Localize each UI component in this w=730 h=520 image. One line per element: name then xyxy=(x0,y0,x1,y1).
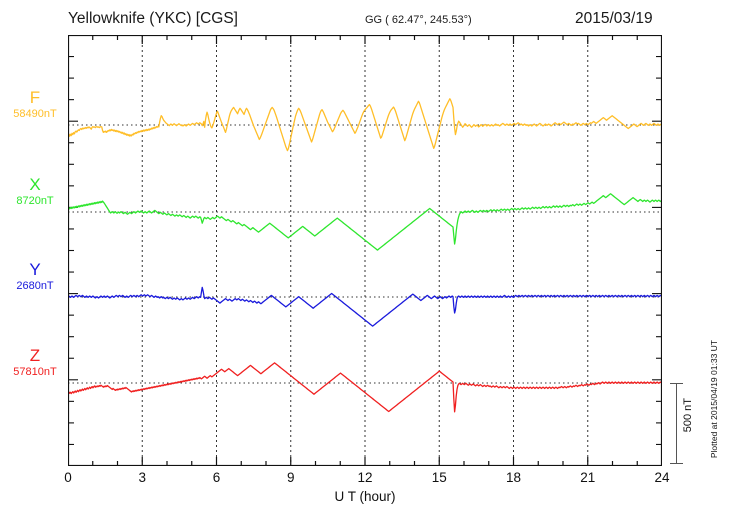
x-tick-label: 18 xyxy=(505,470,522,485)
component-baseline-value: 57810nT xyxy=(13,366,57,378)
trace-z xyxy=(68,362,662,413)
component-baseline-value: 58490nT xyxy=(13,108,57,120)
trace-x xyxy=(68,193,662,251)
data-traces xyxy=(68,98,662,413)
component-label-f: F 58490nT xyxy=(4,89,66,120)
plot-border xyxy=(68,35,662,466)
plotted-timestamp: Plotted at 2015/04/19 01:33 UT xyxy=(709,340,719,459)
component-name: F xyxy=(29,88,41,107)
x-tick-label: 9 xyxy=(286,470,295,485)
trace-y xyxy=(68,286,662,327)
page-title: Yellowknife (YKC) [CGS] xyxy=(68,10,238,27)
component-label-x: X 8720nT xyxy=(4,176,66,207)
trace-f xyxy=(68,98,662,152)
component-label-z: Z 57810nT xyxy=(4,347,66,378)
component-baseline-value: 2680nT xyxy=(16,280,54,292)
x-tick-label: 15 xyxy=(431,470,447,485)
scale-bar-bottom-cap xyxy=(670,463,683,464)
component-label-y: Y 2680nT xyxy=(4,261,66,292)
scale-bar xyxy=(676,383,677,463)
plot-canvas xyxy=(68,35,662,466)
geographic-coordinates: GG ( 62.47°, 245.53°) xyxy=(365,14,472,26)
x-tick-label: 12 xyxy=(357,470,373,485)
component-baseline-value: 8720nT xyxy=(16,195,54,207)
x-axis-label: U T (hour) xyxy=(334,489,396,504)
component-name: Y xyxy=(29,260,41,279)
observation-date: 2015/03/19 xyxy=(575,10,653,27)
x-tick-label: 3 xyxy=(138,470,147,485)
scale-bar-label: 500 nT xyxy=(682,398,694,433)
baselines xyxy=(68,124,662,384)
grid-lines xyxy=(141,35,589,466)
component-name: X xyxy=(29,175,41,194)
x-axis-ticks: 0 3 6 9 12 15 18 21 24 xyxy=(0,470,730,492)
x-tick-label: 6 xyxy=(212,470,221,485)
x-tick-label: 24 xyxy=(654,470,670,485)
component-name: Z xyxy=(29,346,41,365)
x-tick-label: 0 xyxy=(64,470,72,485)
plot-area xyxy=(68,35,662,466)
x-tick-label: 21 xyxy=(580,470,596,485)
